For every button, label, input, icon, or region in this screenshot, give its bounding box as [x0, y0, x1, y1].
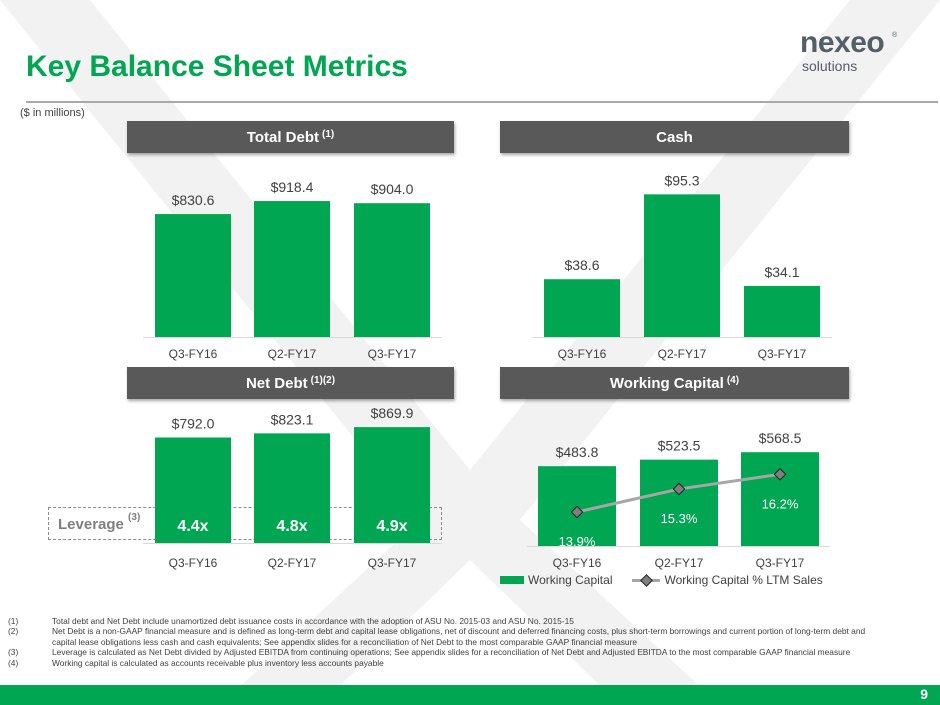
net-debt-value-label-2: $823.1 — [271, 411, 314, 427]
bottom-bar — [0, 685, 940, 705]
cash-header: Cash — [500, 121, 849, 153]
net-debt-footnote-ref: (1)(2) — [310, 374, 336, 386]
total-debt-title: Total Debt — [246, 128, 319, 146]
cash-bar-2 — [644, 194, 720, 337]
working-capital-category-label-2: Q2-FY17 — [655, 556, 704, 570]
footnote-2: (2) Net Debt is a non-GAAP financial meas… — [8, 626, 868, 647]
net-debt-category-label-2: Q2-FY17 — [268, 556, 317, 570]
cash-category-label-3: Q3-FY17 — [758, 347, 807, 361]
footnote-4-text: Working capital is calculated as account… — [52, 657, 384, 668]
net-debt-category-label-3: Q3-FY17 — [368, 556, 417, 570]
leverage-label: Leverage (3) — [58, 512, 141, 533]
legend-percent-label: Working Capital % LTM Sales — [664, 573, 823, 587]
footnote-1-text: Total debt and Net Debt include unamorti… — [52, 616, 574, 626]
total-debt-header: Total Debt (1) — [127, 121, 454, 153]
working-capital-legend: Working Capital Working Capital % LTM Sa… — [500, 573, 823, 587]
footnote-1: (1) Total debt and Net Debt include unamo… — [8, 616, 868, 626]
working-capital-value-label-2: $523.5 — [658, 438, 701, 454]
net-debt-value-label-1: $792.0 — [172, 416, 215, 432]
leverage-label-text: Leverage — [58, 516, 124, 533]
working-capital-bar-3 — [741, 452, 819, 546]
footnote-4: (4) Working capital is calculated as acco… — [8, 658, 868, 668]
legend-percent-line-marker — [632, 575, 661, 585]
net-debt-category-label-1: Q3-FY16 — [169, 556, 218, 570]
net-debt-bar-1 — [155, 437, 231, 543]
total-debt-bar-3 — [354, 203, 430, 337]
working-capital-category-label-1: Q3-FY16 — [553, 556, 602, 570]
footnote-3-text: Leverage is calculated as Net Debt divid… — [52, 647, 851, 658]
total-debt-bar-2 — [254, 201, 330, 337]
working-capital-percent-label-3: 16.2% — [762, 496, 799, 511]
leverage-value-2: 4.8x — [276, 518, 307, 535]
total-debt-category-label-2: Q2-FY17 — [268, 347, 317, 361]
cash-value-label-2: $95.3 — [664, 172, 699, 188]
working-capital-percent-marker-3 — [773, 467, 787, 481]
legend-working-capital-swatch — [500, 576, 524, 584]
net-debt-title: Net Debt — [245, 374, 308, 392]
footnote-3-number: (3) — [8, 647, 19, 658]
leverage-footnote-ref: (3) — [128, 512, 141, 523]
working-capital-category-label-3: Q3-FY17 — [756, 556, 805, 570]
net-debt-bar-3 — [354, 427, 430, 543]
cash-value-label-1: $38.6 — [564, 257, 599, 273]
working-capital-value-label-3: $568.5 — [759, 430, 802, 446]
title-divider — [26, 101, 938, 103]
footnote-2-text: Net Debt is a non-GAAP financial measure… — [52, 626, 866, 647]
footnote-3: (3) Leverage is calculated as Net Debt di… — [8, 647, 868, 657]
units-note: ($ in millions) — [20, 107, 85, 119]
total-debt-category-label-1: Q3-FY16 — [169, 347, 218, 361]
footnote-1-number: (1) — [8, 616, 19, 626]
logo-registered-mark: ® — [892, 32, 898, 39]
net-debt-bar-2 — [254, 433, 330, 543]
working-capital-percent-label-2: 15.3% — [661, 511, 698, 526]
page-number: 9 — [920, 686, 928, 702]
working-capital-percent-marker-1 — [570, 505, 584, 519]
total-debt-bar-1 — [155, 214, 231, 337]
working-capital-value-label-1: $483.8 — [556, 444, 599, 460]
working-capital-percent-label-1: 13.9% — [559, 534, 596, 549]
net-debt-header: Net Debt (1)(2) — [127, 367, 454, 399]
leverage-value-3: 4.9x — [376, 518, 407, 535]
footnote-2-number: (2) — [8, 626, 19, 637]
cash-category-label-2: Q2-FY17 — [658, 347, 707, 361]
cash-bar-1 — [544, 279, 620, 337]
working-capital-footnote-ref: (4) — [726, 374, 740, 386]
legend-working-capital-label: Working Capital — [528, 573, 613, 587]
total-debt-category-label-3: Q3-FY17 — [368, 347, 417, 361]
net-debt-value-label-3: $869.9 — [371, 405, 414, 421]
working-capital-header: Working Capital (4) — [500, 367, 849, 399]
logo-subtitle: solutions — [802, 58, 858, 74]
working-capital-title: Working Capital — [609, 374, 724, 392]
cash-value-label-3: $34.1 — [764, 264, 799, 280]
company-logo: nexeo ® solutions — [800, 28, 910, 78]
cash-category-label-1: Q3-FY16 — [558, 347, 607, 361]
footnotes: (1) Total debt and Net Debt include unamo… — [8, 616, 868, 668]
total-debt-value-label-2: $918.4 — [271, 179, 314, 195]
total-debt-footnote-ref: (1) — [321, 128, 335, 140]
footnote-4-number: (4) — [8, 657, 19, 668]
cash-title: Cash — [656, 128, 693, 146]
working-capital-bar-2 — [640, 459, 718, 546]
leverage-value-1: 4.4x — [177, 518, 208, 535]
page-title: Key Balance Sheet Metrics — [26, 50, 408, 83]
total-debt-value-label-1: $830.6 — [172, 192, 215, 208]
working-capital-percent-marker-2 — [672, 482, 686, 496]
total-debt-value-label-3: $904.0 — [371, 181, 414, 197]
logo-wordmark: nexeo — [800, 26, 885, 59]
leverage-box — [48, 507, 442, 540]
cash-bar-3 — [744, 285, 820, 337]
